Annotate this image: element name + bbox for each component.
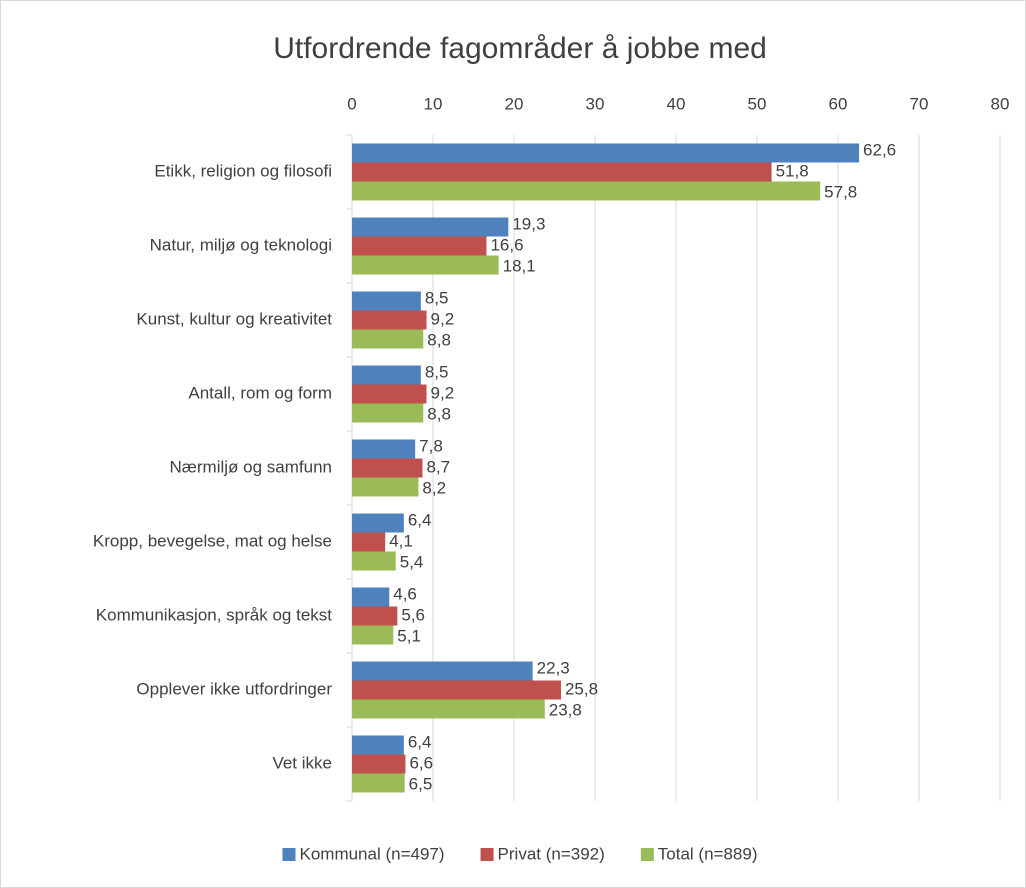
bar bbox=[352, 329, 424, 349]
bar bbox=[352, 754, 406, 774]
data-label: 6,4 bbox=[408, 510, 432, 529]
data-label: 8,5 bbox=[425, 362, 449, 381]
y-tick-label: Etikk, religion og filosofi bbox=[154, 161, 332, 180]
data-label: 6,6 bbox=[409, 753, 433, 772]
bar bbox=[352, 606, 398, 626]
legend-label: Privat (n=392) bbox=[498, 844, 605, 863]
data-label: 8,2 bbox=[422, 478, 446, 497]
data-label: 5,4 bbox=[400, 552, 424, 571]
bar bbox=[352, 699, 545, 719]
bar bbox=[352, 217, 509, 237]
x-tick-label: 80 bbox=[991, 94, 1010, 113]
data-label: 19,3 bbox=[512, 214, 545, 233]
bar bbox=[352, 143, 860, 163]
data-label: 6,5 bbox=[409, 774, 433, 793]
x-tick-label: 60 bbox=[829, 94, 848, 113]
legend-swatch bbox=[282, 848, 296, 861]
bar bbox=[352, 236, 487, 256]
x-tick-label: 50 bbox=[748, 94, 767, 113]
bar bbox=[352, 403, 424, 423]
data-label: 8,8 bbox=[427, 404, 451, 423]
y-tick-label: Opplever ikke utfordringer bbox=[136, 679, 332, 698]
legend-swatch bbox=[640, 848, 654, 861]
y-tick-label: Kropp, bevegelse, mat og helse bbox=[93, 531, 332, 550]
y-tick-label: Natur, miljø og teknologi bbox=[150, 235, 332, 254]
bar bbox=[352, 365, 421, 385]
data-label: 6,4 bbox=[408, 732, 432, 751]
data-label: 8,7 bbox=[426, 457, 450, 476]
bar bbox=[352, 310, 427, 330]
y-tick-label: Kommunikasjon, språk og tekst bbox=[96, 605, 332, 624]
chart-title: Utfordrende fagområder å jobbe med bbox=[273, 32, 767, 65]
data-label: 5,1 bbox=[397, 626, 421, 645]
y-tick-label: Vet ikke bbox=[272, 753, 332, 772]
x-tick-label: 30 bbox=[586, 94, 605, 113]
bar bbox=[352, 532, 386, 552]
data-label: 25,8 bbox=[565, 679, 598, 698]
bar bbox=[352, 255, 499, 275]
bar bbox=[352, 477, 419, 497]
data-label: 7,8 bbox=[419, 436, 443, 455]
data-label: 57,8 bbox=[824, 182, 857, 201]
y-tick-label: Antall, rom og form bbox=[188, 383, 332, 402]
data-label: 22,3 bbox=[537, 658, 570, 677]
bar bbox=[352, 587, 390, 607]
bar bbox=[352, 661, 533, 681]
legend-label: Total (n=889) bbox=[658, 844, 758, 863]
bar bbox=[352, 513, 404, 533]
bar bbox=[352, 439, 416, 459]
data-label: 9,2 bbox=[431, 383, 455, 402]
bar bbox=[352, 384, 427, 404]
y-tick-label: Nærmiljø og samfunn bbox=[170, 457, 333, 476]
data-label: 4,6 bbox=[393, 584, 417, 603]
x-tick-label: 70 bbox=[910, 94, 929, 113]
data-label: 62,6 bbox=[863, 140, 896, 159]
data-label: 8,8 bbox=[427, 330, 451, 349]
bar bbox=[352, 162, 772, 182]
data-label: 18,1 bbox=[503, 256, 536, 275]
data-label: 8,5 bbox=[425, 288, 449, 307]
bar bbox=[352, 291, 421, 311]
data-label: 4,1 bbox=[389, 531, 413, 550]
bar bbox=[352, 773, 405, 793]
bar bbox=[352, 458, 423, 478]
legend-swatch bbox=[480, 848, 494, 861]
y-tick-label: Kunst, kultur og kreativitet bbox=[136, 309, 332, 328]
data-label: 16,6 bbox=[490, 235, 523, 254]
x-tick-label: 20 bbox=[505, 94, 524, 113]
data-label: 9,2 bbox=[431, 309, 455, 328]
bar bbox=[352, 625, 394, 645]
x-tick-label: 40 bbox=[667, 94, 686, 113]
bar bbox=[352, 680, 561, 700]
bar bbox=[352, 735, 404, 755]
data-label: 23,8 bbox=[549, 700, 582, 719]
bar bbox=[352, 181, 821, 201]
data-label: 51,8 bbox=[776, 161, 809, 180]
x-tick-label: 0 bbox=[347, 94, 356, 113]
data-label: 5,6 bbox=[401, 605, 425, 624]
legend-label: Kommunal (n=497) bbox=[299, 844, 444, 863]
bar bbox=[352, 551, 396, 571]
x-tick-label: 10 bbox=[424, 94, 443, 113]
